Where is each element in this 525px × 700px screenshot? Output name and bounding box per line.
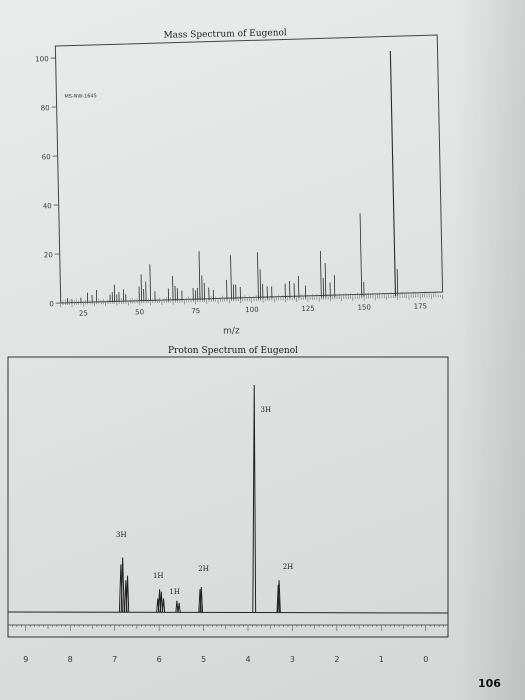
ms-y-tick-label: 60 [42, 153, 51, 161]
nmr-peak-5.95 [159, 591, 163, 613]
nmr-integration-label: 3H [260, 406, 271, 414]
ms-watermark: MS-NW-1645 [64, 93, 96, 100]
nmr-x-tick-label: 1 [379, 655, 384, 664]
ms-x-tick-label: 50 [135, 308, 144, 316]
ms-title: Mass Spectrum of Eugenol [163, 28, 287, 41]
nmr-x-tick-label: 5 [201, 655, 206, 664]
ms-x-tick-label: 150 [357, 303, 371, 311]
ms-x-tick-label: 175 [414, 302, 428, 310]
mass-spectrum-chart: Mass Spectrum of Eugenol MS-NW-1645 0 20 40 6… [35, 28, 444, 337]
nmr-integration-label: 2H [283, 563, 294, 571]
ms-peak-mz-77 [198, 251, 201, 301]
nmr-integration-label: 2H [198, 565, 209, 573]
nmr-peak-5.05 [199, 587, 204, 613]
ms-x-axis-label: m/z [223, 326, 240, 336]
ms-y-tick-label: 100 [35, 55, 49, 63]
ms-y-tick-label: 80 [41, 104, 50, 112]
ms-x-tick-label: 125 [301, 305, 315, 313]
nmr-peak-3.3 [277, 580, 281, 613]
nmr-peak-5.55 [177, 602, 181, 613]
ms-peak-mz-103 [257, 252, 259, 299]
nmr-title: Proton Spectrum of Eugenol [168, 346, 298, 356]
ms-x-tick-label: 75 [191, 307, 200, 315]
nmr-x-tick-label: 8 [68, 655, 73, 664]
nmr-integration-label: 1H [169, 588, 180, 596]
ms-peak-mz-78 [201, 275, 203, 301]
page-shadow [455, 0, 525, 700]
nmr-integration-label: 1H [153, 572, 164, 580]
ms-peak-mz-51 [140, 274, 143, 302]
nmr-x-tick-label: 7 [112, 655, 117, 664]
ms-peak-mz-104 [259, 269, 262, 299]
nmr-x-tick-label: 2 [334, 655, 339, 664]
nmr-peak-6.82 [120, 557, 125, 613]
ms-y-tick-label: 20 [44, 251, 53, 259]
nmr-x-tick-label: 0 [423, 655, 428, 664]
nmr-peak-3.86 [252, 384, 257, 613]
ms-peak-mz-149 [359, 213, 363, 297]
ms-peak-mz-131 [319, 250, 322, 298]
ms-frame [54, 34, 444, 304]
nmr-peak-6.71 [125, 575, 130, 613]
ms-x-tick-label: 25 [79, 309, 88, 317]
ms-peak-mz-164 [389, 51, 397, 296]
ms-y-tick-label: 0 [49, 300, 54, 308]
nmr-peak-3.32 [276, 584, 280, 613]
ms-peak-mz-165 [396, 268, 399, 296]
nmr-peak-5.9 [161, 598, 166, 613]
ms-peak-mz-91 [230, 255, 232, 300]
nmr-integration-label: 3H [116, 531, 127, 539]
ms-x-tick-label: 100 [245, 306, 259, 314]
nmr-baseline [7, 611, 449, 614]
ms-peak-mz-133 [324, 263, 327, 298]
ms-peak-mz-65 [172, 276, 174, 301]
nmr-x-tick-label: 6 [157, 655, 162, 664]
nmr-x-tick-label: 9 [23, 655, 28, 664]
ms-plot-group: Mass Spectrum of Eugenol MS-NW-1645 0 20 40 6… [35, 28, 444, 337]
page-number: 106 [478, 677, 501, 690]
nmr-x-tick-label: 4 [245, 655, 250, 664]
ms-peak-mz-55 [149, 264, 152, 302]
nmr-frame [7, 356, 449, 638]
ms-y-tick-label: 40 [43, 202, 52, 210]
nmr-x-tick-label: 3 [290, 655, 295, 664]
nmr-peak-5.6 [175, 600, 179, 613]
